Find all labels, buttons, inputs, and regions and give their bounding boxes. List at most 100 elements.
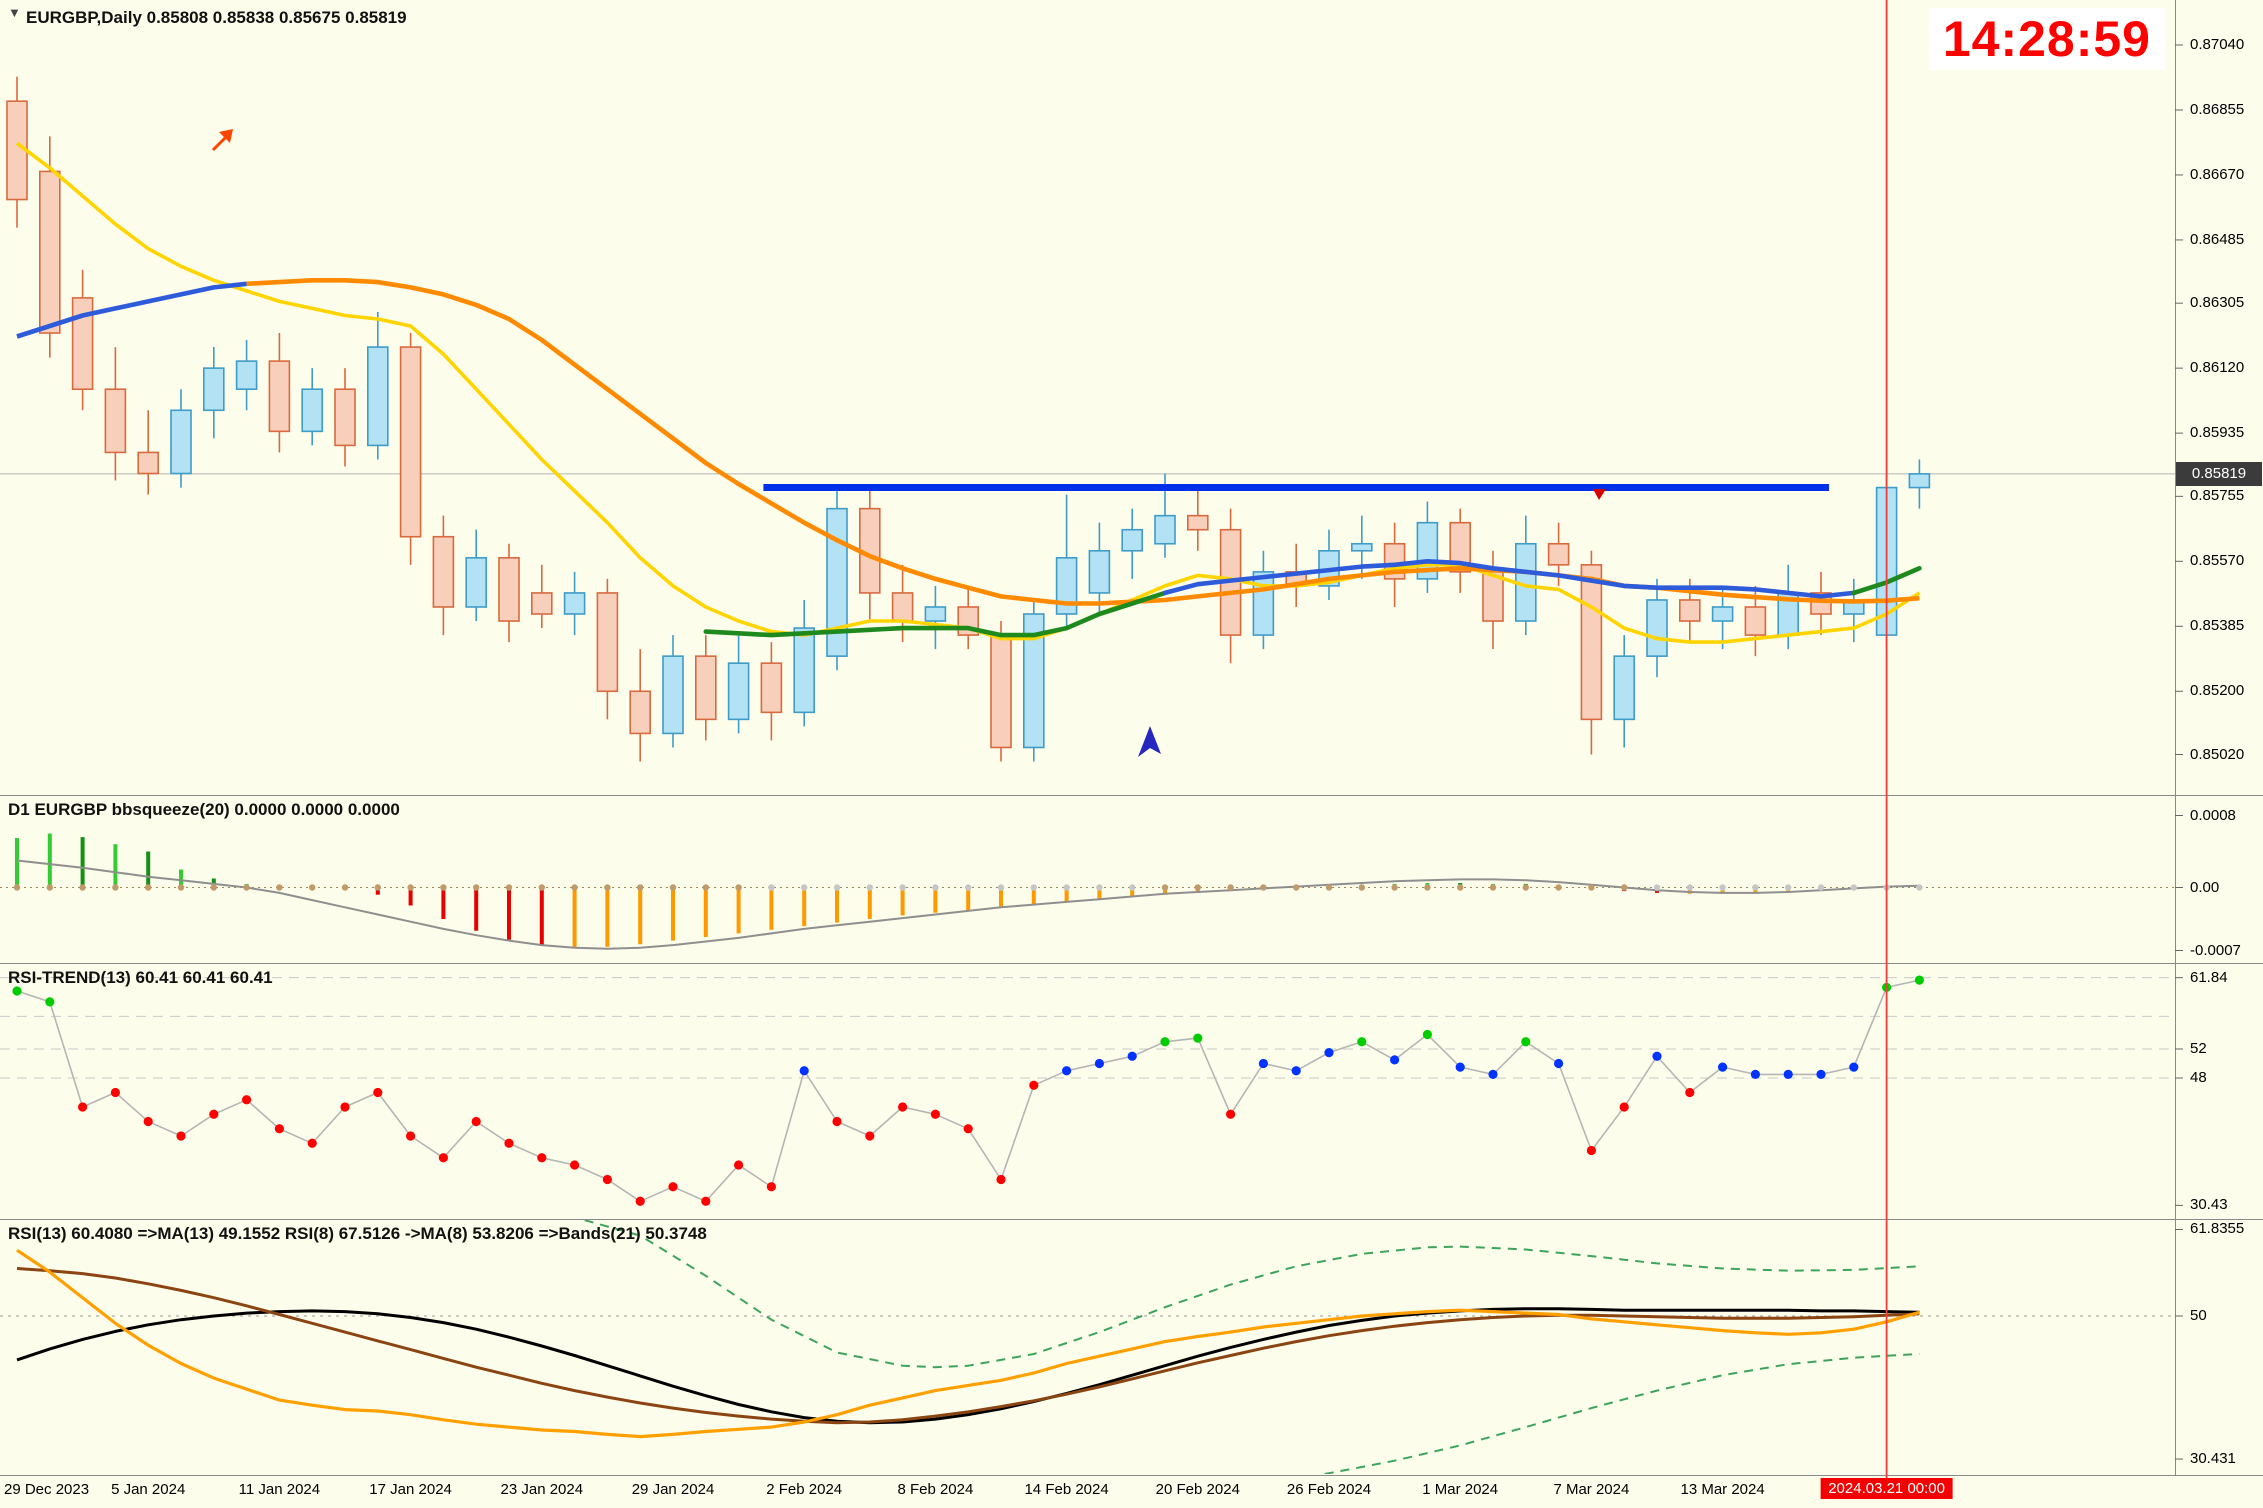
rsi-trend-dot (110, 1087, 120, 1098)
squeeze-dot (177, 884, 185, 891)
time-label: 7 Mar 2024 (1553, 1481, 1630, 1498)
current-price-badge: 0.85819 (2176, 461, 2262, 486)
squeeze-dot (801, 884, 808, 891)
rsi-fast-line (16, 1248, 1920, 1439)
sell-arrow-icon (219, 129, 233, 143)
alert-arrow-icon (1593, 489, 1606, 500)
squeeze-dot (1424, 884, 1431, 891)
squeeze-dot (1260, 884, 1267, 891)
time-label: 14 Feb 2024 (1024, 1481, 1109, 1498)
time-label: 11 Jan 2024 (238, 1481, 321, 1498)
squeeze-dot (13, 884, 21, 891)
rsi-trend-dot (1390, 1055, 1400, 1065)
rsi-trend-dot (701, 1196, 711, 1206)
squeeze-dot (1653, 884, 1661, 891)
scale-label: 0.85200 (2190, 682, 2245, 700)
rsi-ma-line (16, 1267, 1920, 1425)
squeeze-dot (932, 884, 939, 891)
time-label: 8 Feb 2024 (897, 1481, 974, 1498)
rsi-trend-dot (832, 1116, 842, 1127)
rsi-trend-dot (766, 1182, 777, 1192)
bbsqueeze-panel (0, 833, 2175, 950)
rsi-trend-dot (602, 1174, 613, 1185)
rsi-trend-dot (930, 1109, 941, 1119)
time-label: 26 Feb 2024 (1286, 1481, 1372, 1498)
time-label: 2 Feb 2024 (766, 1481, 843, 1498)
scale-label: 0.85935 (2190, 424, 2245, 442)
rsi-trend-dot (635, 1196, 645, 1206)
rsi-trend-dot (1718, 1062, 1728, 1072)
squeeze-dot (1621, 884, 1628, 891)
squeeze-dot (1916, 884, 1923, 891)
rsi-trend-dot (734, 1160, 744, 1170)
squeeze-dot (1555, 884, 1562, 891)
rsi-trend-dot (373, 1087, 383, 1098)
squeeze-dot (112, 884, 119, 891)
rsi-indicator-title: RSI(13) 60.4080 =>MA(13) 49.1552 RSI(8) … (8, 1224, 707, 1243)
rsi-panel (0, 1220, 2175, 1474)
rsi-trend-dot (1914, 975, 1924, 985)
scale-label: 0.0008 (2190, 806, 2236, 824)
rsi-trend-dot (1488, 1069, 1498, 1079)
squeeze-dot (1785, 884, 1792, 891)
rsi-trend-dot (996, 1174, 1006, 1185)
rsi-trend-dot (1094, 1058, 1104, 1069)
trend-ma-line (1162, 558, 1857, 599)
rsi-trend-dot (78, 1102, 88, 1112)
rsi-trend-dot (1849, 1062, 1859, 1072)
rsi-trend-dot (668, 1182, 678, 1192)
scale-label: 0.86120 (2190, 359, 2245, 377)
squeeze-dot (604, 884, 611, 891)
slow-ma-blue-segment (16, 281, 247, 339)
rsi-trend-dot (1816, 1069, 1826, 1079)
squeeze-dot (866, 884, 873, 891)
squeeze-dot (1194, 884, 1202, 891)
rsi-trend-dot (1422, 1029, 1432, 1040)
rsi-trend-dot (209, 1109, 219, 1119)
squeeze-dot (46, 884, 53, 891)
squeeze-dot (1293, 884, 1300, 891)
squeeze-dot (669, 884, 677, 891)
squeeze-dot (1522, 884, 1530, 891)
rsi-trend-dot (143, 1116, 153, 1127)
time-label: 20 Feb 2024 (1155, 1481, 1240, 1498)
current-time-badge: 2024.03.21 00:00 (1820, 1478, 1953, 1499)
time-label: 1 Mar 2024 (1422, 1481, 1499, 1498)
rsi-trend-dot (242, 1095, 252, 1105)
rsi-trend-dot (12, 986, 22, 996)
main-price-panel (0, 76, 2175, 762)
squeeze-dot (768, 884, 775, 891)
squeeze-dot (1719, 884, 1726, 891)
squeeze-dot (1358, 884, 1366, 891)
symbol-dropdown-icon[interactable]: ▼ (8, 5, 21, 20)
rsi-upper-band (580, 1220, 1920, 1369)
scale-label: 0.86485 (2190, 230, 2245, 248)
rsi-trend-dot (1357, 1037, 1367, 1047)
rsi-trend-dot (1258, 1058, 1268, 1069)
scale-label: 0.85570 (2190, 552, 2245, 570)
squeeze-dot (997, 884, 1005, 891)
rsi-trend-dot (1783, 1069, 1793, 1079)
squeeze-dot (276, 884, 283, 891)
squeeze-dot (1325, 884, 1333, 891)
scale-label: -0.0007 (2190, 941, 2241, 959)
rsi-trend-dot (1652, 1051, 1662, 1061)
squeeze-dot (1391, 884, 1398, 891)
squeeze-dot (1489, 884, 1497, 891)
rsi-trend-dot (340, 1102, 350, 1112)
squeeze-dot (538, 884, 545, 891)
rsi-trend-dot (898, 1102, 908, 1112)
squeeze-dot (1096, 884, 1103, 891)
time-label: 13 Mar 2024 (1680, 1481, 1765, 1498)
rsi-trend-dot (799, 1066, 809, 1076)
rsi-trend-dot (1062, 1066, 1072, 1076)
buy-arrow-icon (1138, 726, 1161, 757)
scale-label: 0.00 (2190, 878, 2220, 896)
squeeze-dot (702, 884, 709, 891)
squeeze-dot (1817, 884, 1825, 891)
squeeze-dot (965, 884, 972, 891)
rsi-slow-ma-line (16, 1307, 1920, 1425)
